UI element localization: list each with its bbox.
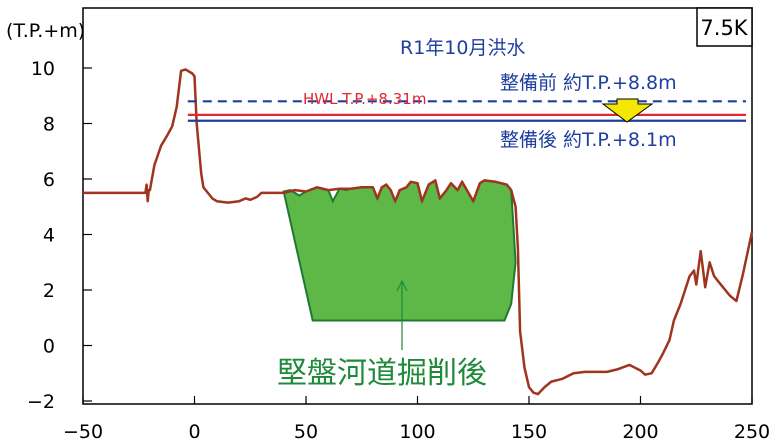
y-tick-label: −2 bbox=[27, 391, 55, 413]
reference-lines bbox=[187, 100, 746, 122]
y-tick-label: 2 bbox=[43, 280, 55, 302]
x-tick-label: 100 bbox=[399, 421, 435, 443]
y-tick-label: 6 bbox=[43, 169, 55, 191]
x-tick-label: 0 bbox=[188, 421, 200, 443]
water-level-drop-arrow bbox=[601, 98, 654, 123]
y-tick-label: 8 bbox=[43, 114, 55, 136]
hwl-label: HWL T.P.+8.31m bbox=[303, 90, 426, 108]
y-tick-label: 10 bbox=[31, 58, 55, 80]
flood-event-label: R1年10月洪水 bbox=[400, 37, 525, 59]
pre-maintenance-label: 整備前 約T.P.+8.8m bbox=[500, 72, 677, 94]
x-tick-label: −50 bbox=[63, 421, 103, 443]
excavation-pointer-arrow bbox=[396, 279, 408, 350]
y-tick-label: 0 bbox=[43, 336, 55, 358]
ground-profile-line bbox=[83, 68, 754, 396]
y-tick-label: 4 bbox=[43, 225, 55, 247]
x-tick-label: 150 bbox=[511, 421, 547, 443]
x-tick-label: 250 bbox=[734, 421, 770, 443]
section-label-box: 7.5K bbox=[696, 7, 753, 47]
section-label: 7.5K bbox=[700, 16, 748, 40]
post-maintenance-label: 整備後 約T.P.+8.1m bbox=[500, 129, 677, 151]
x-tick-label: 50 bbox=[294, 421, 318, 443]
y-axis-label: (T.P.+m) bbox=[6, 20, 85, 42]
axis-ticks: −50 0 50 100 150 200 250 −2 0 2 4 6 8 10 bbox=[27, 58, 770, 443]
x-tick-label: 200 bbox=[622, 421, 658, 443]
excavation-label: 堅盤河道掘削後 bbox=[277, 356, 487, 391]
excavation-area bbox=[282, 178, 517, 322]
